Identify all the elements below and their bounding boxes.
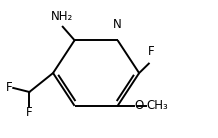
Text: F: F [26,106,33,119]
Text: O: O [134,99,143,112]
Text: CH₃: CH₃ [147,99,169,112]
Text: F: F [148,45,154,58]
Text: NH₂: NH₂ [51,10,73,23]
Text: N: N [113,18,122,31]
Text: F: F [5,81,12,94]
